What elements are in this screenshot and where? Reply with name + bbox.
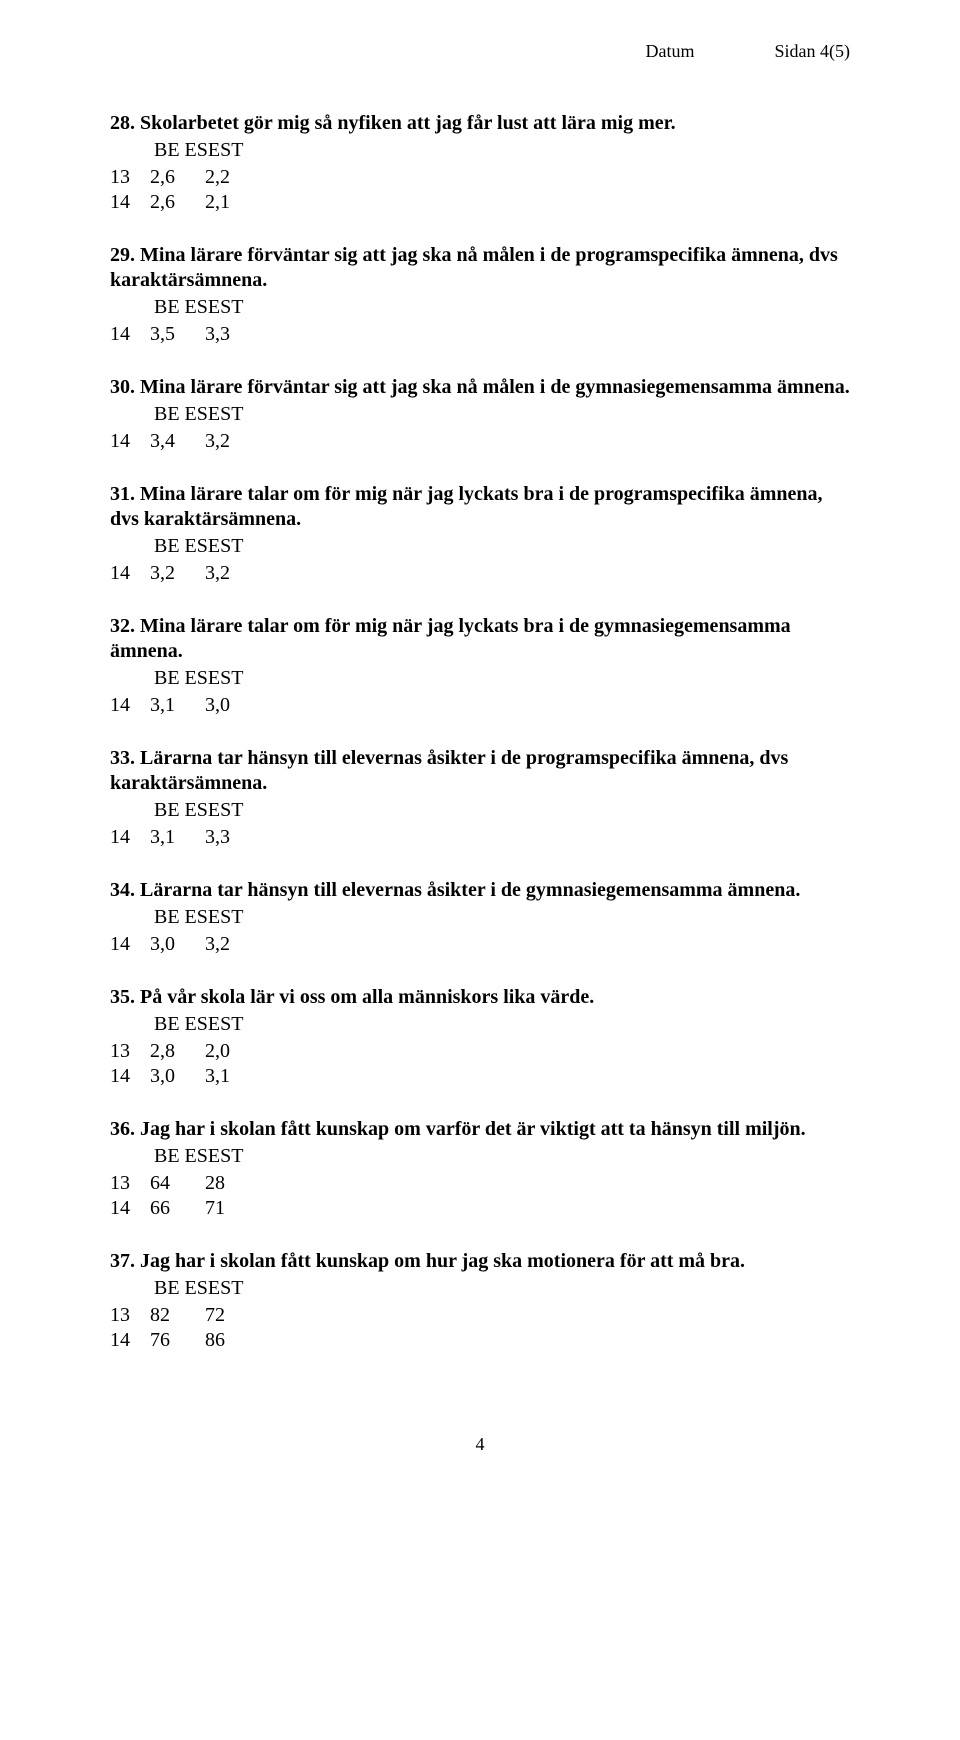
column-header: BE ESEST — [154, 534, 850, 559]
question-title: 30. Mina lärare förväntar sig att jag sk… — [110, 375, 850, 400]
data-row: 14 2,6 2,1 — [110, 190, 850, 215]
column-header: BE ESEST — [154, 666, 850, 691]
question-title: 28. Skolarbetet gör mig så nyfiken att j… — [110, 111, 850, 136]
column-header: BE ESEST — [154, 905, 850, 930]
data-row: 13 82 72 — [110, 1303, 850, 1328]
question-block: 34. Lärarna tar hänsyn till elevernas ås… — [110, 878, 850, 957]
page-number: 4 — [476, 1434, 485, 1454]
question-title: 31. Mina lärare talar om för mig när jag… — [110, 482, 850, 532]
column-header: BE ESEST — [154, 1276, 850, 1301]
page-footer: 4 — [110, 1433, 850, 1456]
data-row: 14 66 71 — [110, 1196, 850, 1221]
data-row: 14 3,0 3,2 — [110, 932, 850, 957]
question-block: 36. Jag har i skolan fått kunskap om var… — [110, 1117, 850, 1221]
data-row: 13 64 28 — [110, 1171, 850, 1196]
data-row: 14 76 86 — [110, 1328, 850, 1353]
data-row: 14 3,1 3,3 — [110, 825, 850, 850]
question-block: 37. Jag har i skolan fått kunskap om hur… — [110, 1249, 850, 1353]
question-title: 32. Mina lärare talar om för mig när jag… — [110, 614, 850, 664]
question-block: 33. Lärarna tar hänsyn till elevernas ås… — [110, 746, 850, 850]
questions-list: 28. Skolarbetet gör mig så nyfiken att j… — [110, 111, 850, 1353]
data-row: 14 3,0 3,1 — [110, 1064, 850, 1089]
data-row: 14 3,2 3,2 — [110, 561, 850, 586]
question-block: 29. Mina lärare förväntar sig att jag sk… — [110, 243, 850, 347]
header-datum: Datum — [646, 40, 695, 63]
question-title: 29. Mina lärare förväntar sig att jag sk… — [110, 243, 850, 293]
column-header: BE ESEST — [154, 798, 850, 823]
data-row: 13 2,8 2,0 — [110, 1039, 850, 1064]
data-row: 13 2,6 2,2 — [110, 165, 850, 190]
question-block: 32. Mina lärare talar om för mig när jag… — [110, 614, 850, 718]
column-header: BE ESEST — [154, 138, 850, 163]
question-block: 31. Mina lärare talar om för mig när jag… — [110, 482, 850, 586]
question-block: 30. Mina lärare förväntar sig att jag sk… — [110, 375, 850, 454]
column-header: BE ESEST — [154, 1012, 850, 1037]
question-title: 36. Jag har i skolan fått kunskap om var… — [110, 1117, 850, 1142]
question-title: 37. Jag har i skolan fått kunskap om hur… — [110, 1249, 850, 1274]
column-header: BE ESEST — [154, 402, 850, 427]
page-header: Datum Sidan 4(5) — [110, 40, 850, 63]
question-title: 35. På vår skola lär vi oss om alla männ… — [110, 985, 850, 1010]
question-title: 34. Lärarna tar hänsyn till elevernas ås… — [110, 878, 850, 903]
question-title: 33. Lärarna tar hänsyn till elevernas ås… — [110, 746, 850, 796]
column-header: BE ESEST — [154, 295, 850, 320]
question-block: 35. På vår skola lär vi oss om alla männ… — [110, 985, 850, 1089]
column-header: BE ESEST — [154, 1144, 850, 1169]
data-row: 14 3,5 3,3 — [110, 322, 850, 347]
data-row: 14 3,1 3,0 — [110, 693, 850, 718]
header-sidan: Sidan 4(5) — [775, 40, 851, 63]
question-block: 28. Skolarbetet gör mig så nyfiken att j… — [110, 111, 850, 215]
data-row: 14 3,4 3,2 — [110, 429, 850, 454]
